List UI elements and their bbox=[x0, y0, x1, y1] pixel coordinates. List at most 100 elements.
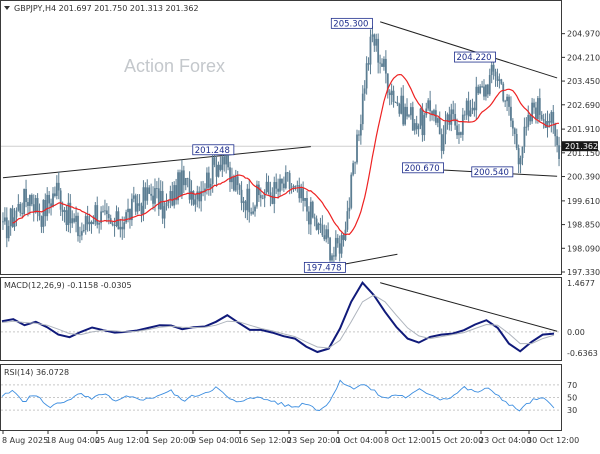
macd-layer bbox=[1, 281, 558, 354]
candle-body bbox=[446, 114, 449, 122]
candle-body bbox=[21, 212, 24, 214]
candle-body bbox=[415, 123, 418, 130]
candle-body bbox=[508, 96, 510, 107]
candle-body bbox=[556, 136, 559, 146]
price-axis-label: 201.910 bbox=[567, 125, 600, 134]
candle-body bbox=[165, 202, 168, 207]
candle-body bbox=[467, 100, 470, 117]
rsi-axis-label: 30 bbox=[567, 406, 577, 415]
candle-body bbox=[130, 198, 133, 221]
candle-body bbox=[229, 167, 231, 183]
candle-body bbox=[188, 178, 191, 200]
candle-body bbox=[38, 212, 41, 217]
candle-body bbox=[342, 235, 345, 240]
candle-body bbox=[325, 229, 328, 240]
candle-body bbox=[463, 114, 466, 116]
candle-body bbox=[221, 156, 224, 170]
candle-body bbox=[148, 187, 151, 194]
candle-body bbox=[182, 170, 185, 186]
candle-body bbox=[450, 109, 453, 125]
candle-body bbox=[436, 118, 439, 123]
candle-body bbox=[196, 191, 199, 200]
candle-body bbox=[383, 58, 385, 67]
candle-body bbox=[80, 231, 83, 236]
macd-divergence-trendline bbox=[379, 282, 558, 332]
candle-body bbox=[490, 64, 493, 76]
candle-body bbox=[502, 83, 505, 101]
candle-body bbox=[17, 204, 20, 211]
macd-line bbox=[1, 281, 555, 354]
rsi-line bbox=[1, 379, 555, 412]
candle-body bbox=[554, 123, 557, 137]
candle-body bbox=[296, 185, 299, 187]
candle-body bbox=[417, 125, 420, 130]
price-annotation-box bbox=[330, 17, 373, 29]
candle-body bbox=[511, 120, 514, 129]
candle-body bbox=[254, 206, 256, 212]
candle-body bbox=[440, 134, 443, 151]
candle-body bbox=[334, 237, 337, 257]
candle-body bbox=[361, 93, 364, 125]
candle-body bbox=[506, 96, 508, 102]
candle-body bbox=[115, 211, 118, 227]
candle-body bbox=[94, 205, 97, 223]
candle-body bbox=[329, 237, 331, 261]
candle-body bbox=[404, 106, 407, 125]
candle-body bbox=[354, 162, 356, 164]
candle-body bbox=[77, 215, 79, 237]
candle-body bbox=[465, 100, 468, 115]
price-axis-label: 204.970 bbox=[567, 30, 600, 39]
candle-body bbox=[65, 210, 68, 226]
candle-body bbox=[23, 188, 26, 214]
candle-body bbox=[267, 181, 270, 193]
candle-body bbox=[485, 84, 487, 97]
candle-body bbox=[319, 223, 322, 226]
candle-body bbox=[308, 211, 310, 225]
candle-layer bbox=[2, 26, 560, 269]
time-axis-label: 8 Oct 12:00 bbox=[384, 436, 431, 445]
candle-body bbox=[40, 216, 43, 227]
candle-body bbox=[390, 90, 393, 96]
candle-body bbox=[67, 202, 70, 226]
candle-body bbox=[492, 64, 495, 72]
price-axis-label: 197.330 bbox=[567, 268, 600, 277]
candle-body bbox=[442, 134, 445, 151]
candle-body bbox=[336, 237, 339, 244]
candle-body bbox=[519, 158, 522, 165]
candle-body bbox=[552, 111, 555, 124]
candle-body bbox=[211, 157, 214, 184]
price-annotation-box bbox=[471, 166, 514, 178]
price-axis-label: 203.450 bbox=[567, 77, 600, 86]
candle-body bbox=[408, 115, 410, 117]
candle-body bbox=[309, 201, 312, 225]
y-axis-layer: 204.970 204.210 203.450 202.690 201.910 201.1… bbox=[561, 30, 600, 415]
dropdown-triangle-icon[interactable] bbox=[4, 6, 10, 10]
candle-body bbox=[531, 102, 533, 122]
candle-body bbox=[444, 121, 447, 135]
candle-body bbox=[217, 164, 220, 177]
candle-body bbox=[350, 174, 353, 208]
candle-body bbox=[190, 191, 193, 200]
candle-body bbox=[461, 114, 464, 135]
candle-body bbox=[311, 201, 314, 218]
candle-body bbox=[71, 218, 74, 224]
candle-body bbox=[517, 148, 520, 165]
candle-body bbox=[42, 199, 45, 227]
candle-body bbox=[252, 211, 254, 214]
candle-body bbox=[113, 225, 116, 227]
candle-body bbox=[469, 110, 472, 117]
candle-body bbox=[302, 188, 305, 201]
candle-body bbox=[423, 115, 426, 136]
candle-body bbox=[363, 88, 366, 94]
candle-body bbox=[198, 191, 201, 202]
descending-resistance-trendline bbox=[379, 21, 558, 79]
candle-body bbox=[381, 63, 383, 67]
candle-body bbox=[102, 211, 104, 213]
candle-body bbox=[313, 217, 316, 219]
candle-body bbox=[540, 114, 543, 120]
candle-body bbox=[533, 102, 535, 108]
candle-body bbox=[375, 38, 378, 46]
candle-body bbox=[535, 107, 537, 120]
candle-body bbox=[256, 184, 258, 207]
candle-body bbox=[513, 128, 516, 134]
